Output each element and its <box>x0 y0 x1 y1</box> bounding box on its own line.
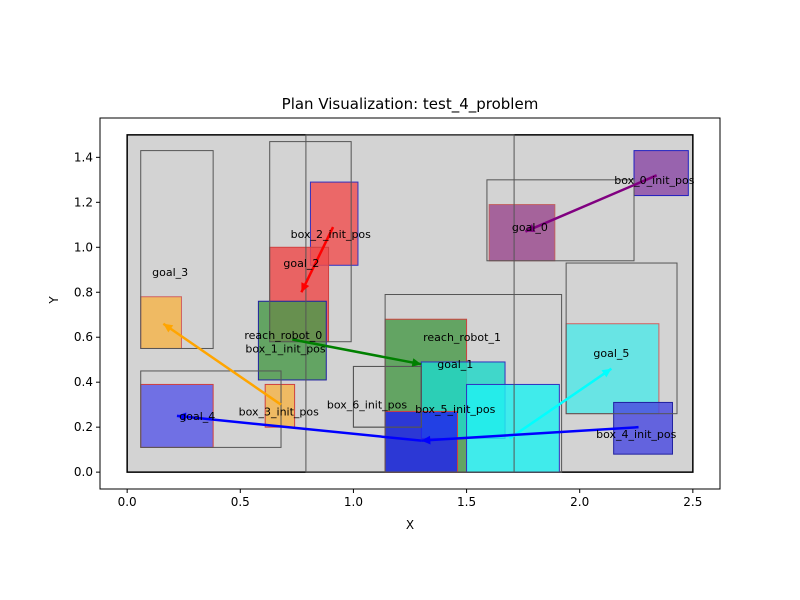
box-label-reach_robot_0: reach_robot_0 <box>244 329 322 342</box>
x-tick-label: 1.5 <box>457 495 476 509</box>
move-arrow-4 <box>508 367 613 440</box>
box-label-goal_2: goal_2 <box>283 257 319 270</box>
outline-region-7 <box>352 365 422 428</box>
x-tick-label: 2.5 <box>683 495 702 509</box>
x-tick-label: 2.0 <box>570 495 589 509</box>
outline-region-6 <box>140 370 282 448</box>
x-axis-label: X <box>406 518 414 532</box>
outline-region-5 <box>384 294 563 473</box>
box-box_0_init_pos <box>633 150 689 197</box>
box-label-goal_4: goal_4 <box>179 410 215 423</box>
move-arrow-2 <box>292 338 422 367</box>
box-label-goal_3: goal_3 <box>152 266 188 279</box>
box-label-box_6_init_pos: box_6_init_pos <box>327 399 407 412</box>
outline-region-0 <box>140 150 214 349</box>
y-tick-label: 0.4 <box>74 375 93 389</box>
y-tick-label: 0.8 <box>74 285 93 299</box>
y-tick-label: 0.2 <box>74 420 93 434</box>
box-goal_5 <box>565 323 660 415</box>
box-label-goal_1: goal_1 <box>437 358 473 371</box>
y-tick-label: 1.4 <box>74 150 93 164</box>
outline-region-4 <box>565 262 678 415</box>
move-arrows <box>162 174 658 445</box>
box-box_5_init_pos <box>466 383 560 473</box>
y-axis-ticks: 0.0 0.2 0.4 0.6 0.8 1.0 1.2 1.4 <box>74 150 100 479</box>
box-labels: box_0_init_pos goal_0 box_2_init_pos goal_2… <box>152 174 695 441</box>
y-tick-label: 0.6 <box>74 330 93 344</box>
move-arrow-5 <box>421 425 639 445</box>
box-label-reach_robot_1: reach_robot_1 <box>423 331 501 344</box>
x-tick-label: 0.0 <box>118 495 137 509</box>
move-arrow-1 <box>300 226 335 293</box>
move-arrow-3 <box>162 322 282 406</box>
move-arrow-0 <box>524 174 658 233</box>
box-label-goal_0: goal_0 <box>512 221 548 234</box>
box-label-box_4_init_pos: box_4_init_pos <box>596 428 676 441</box>
outline-region-3 <box>486 179 635 262</box>
x-tick-label: 0.5 <box>231 495 250 509</box>
y-axis-label: Y <box>47 296 61 305</box>
box-label-box_2_init_pos: box_2_init_pos <box>291 228 371 241</box>
box-label-box_5_init_pos: box_5_init_pos <box>415 403 495 416</box>
y-tick-label: 1.0 <box>74 240 93 254</box>
y-tick-label: 1.2 <box>74 195 93 209</box>
box-goal_3 <box>140 296 182 349</box>
box-goal_4 <box>140 383 214 448</box>
box-label-box_0_init_pos: box_0_init_pos <box>614 174 694 187</box>
plot-title: Plan Visualization: test_4_problem <box>282 95 539 114</box>
box-label-goal_5: goal_5 <box>593 347 629 360</box>
box-goal_0 <box>488 204 556 262</box>
box-label-box_3_init_pos: box_3_init_pos <box>239 405 319 418</box>
move-arrow-6 <box>176 412 422 442</box>
x-axis-ticks: 0.0 0.5 1.0 1.5 2.0 2.5 <box>118 489 702 509</box>
box-label-box_1_init_pos: box_1_init_pos <box>245 342 325 355</box>
box-box_3_init_pos <box>264 383 296 428</box>
x-tick-label: 1.0 <box>344 495 363 509</box>
region-outlines <box>140 134 678 473</box>
y-tick-label: 0.0 <box>74 465 93 479</box>
